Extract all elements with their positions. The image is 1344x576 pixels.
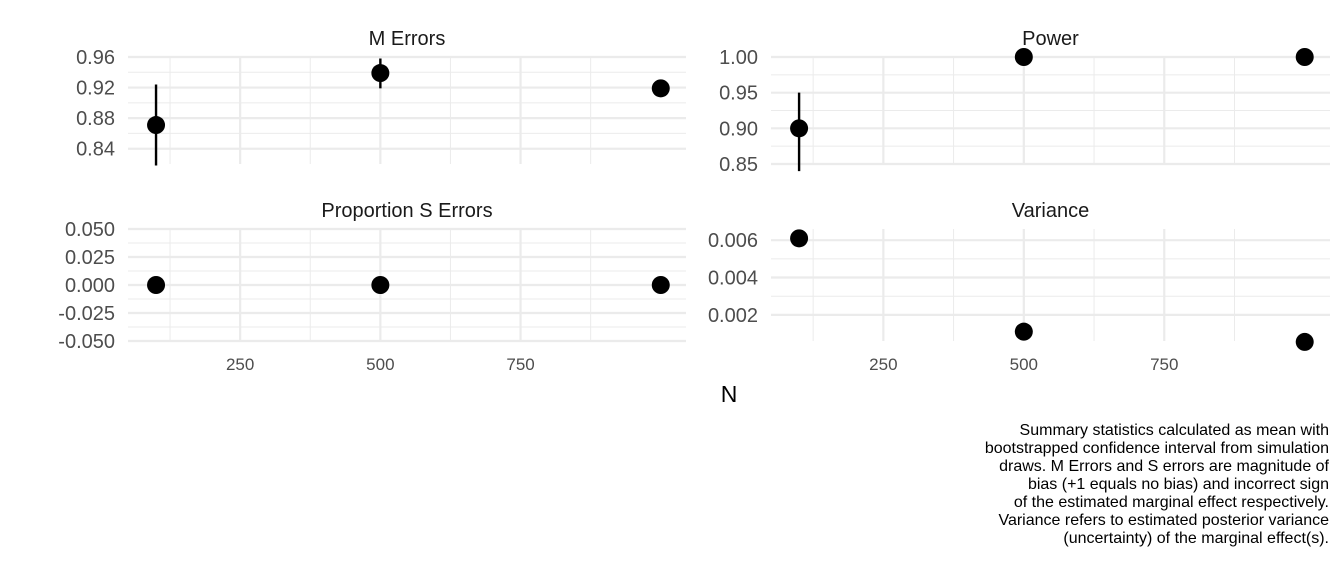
data-point — [651, 276, 670, 294]
data-point — [790, 119, 809, 138]
y-tick-label: 0.88 — [76, 108, 115, 130]
y-tick-label: 0.84 — [76, 139, 115, 161]
data-point — [790, 229, 809, 248]
y-tick-label: 0.85 — [719, 154, 758, 176]
y-tick-label: -0.050 — [58, 331, 115, 353]
y-tick-label: 0.95 — [719, 83, 758, 105]
data-point — [1014, 48, 1033, 66]
data-point — [371, 276, 390, 294]
y-tick-label: 1.00 — [719, 47, 758, 69]
y-tick-label: 0.004 — [708, 268, 758, 290]
chart-caption: Summary statistics calculated as mean wi… — [909, 422, 1329, 548]
caption-line: bootstrapped confidence interval from si… — [984, 440, 1329, 457]
panel-title: M Errors — [369, 28, 446, 50]
x-tick-label: 500 — [366, 355, 394, 374]
x-axis-label: N — [721, 381, 738, 407]
data-point — [1295, 48, 1314, 66]
y-tick-label: 0.025 — [65, 247, 115, 269]
caption-line: Summary statistics calculated as mean wi… — [1019, 422, 1329, 439]
data-point — [1014, 322, 1033, 341]
x-tick-label: 500 — [1010, 355, 1038, 374]
x-tick-label: 750 — [1150, 355, 1178, 374]
y-tick-label: 0.000 — [65, 275, 115, 297]
x-tick-label: 250 — [869, 355, 897, 374]
data-point — [1295, 332, 1314, 351]
data-point — [147, 116, 166, 135]
y-tick-label: -0.025 — [58, 303, 115, 325]
caption-line: Variance refers to estimated posterior v… — [998, 512, 1329, 529]
panel-title: Proportion S Errors — [321, 200, 492, 222]
data-point — [651, 79, 670, 98]
data-point — [147, 276, 166, 294]
x-tick-label: 250 — [226, 355, 254, 374]
caption-line: bias (+1 equals no bias) and incorrect s… — [1027, 476, 1329, 493]
y-tick-label: 0.96 — [76, 47, 115, 69]
caption-line: draws. M Errors and S errors are magnitu… — [999, 458, 1329, 475]
panel-title: Variance — [1012, 200, 1089, 222]
y-tick-label: 0.006 — [708, 230, 758, 252]
y-tick-label: 0.050 — [65, 219, 115, 241]
data-point — [371, 64, 390, 83]
y-tick-label: 0.92 — [76, 78, 115, 100]
caption-line: of the estimated marginal effect respect… — [1013, 494, 1329, 511]
x-tick-label: 750 — [506, 355, 534, 374]
panel-title: Power — [1022, 28, 1079, 50]
y-tick-label: 0.90 — [719, 118, 758, 140]
y-tick-label: 0.002 — [708, 305, 758, 327]
caption-line: (uncertainty) of the marginal effect(s). — [1063, 530, 1329, 547]
